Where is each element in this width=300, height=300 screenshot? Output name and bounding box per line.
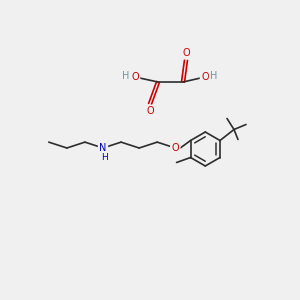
Text: H: H <box>102 152 108 161</box>
Text: H: H <box>122 71 130 81</box>
Text: O: O <box>201 72 209 82</box>
Text: N: N <box>99 143 107 153</box>
Text: O: O <box>131 72 139 82</box>
Text: O: O <box>172 143 179 153</box>
Text: O: O <box>146 106 154 116</box>
Text: O: O <box>182 48 190 58</box>
Text: H: H <box>210 71 218 81</box>
